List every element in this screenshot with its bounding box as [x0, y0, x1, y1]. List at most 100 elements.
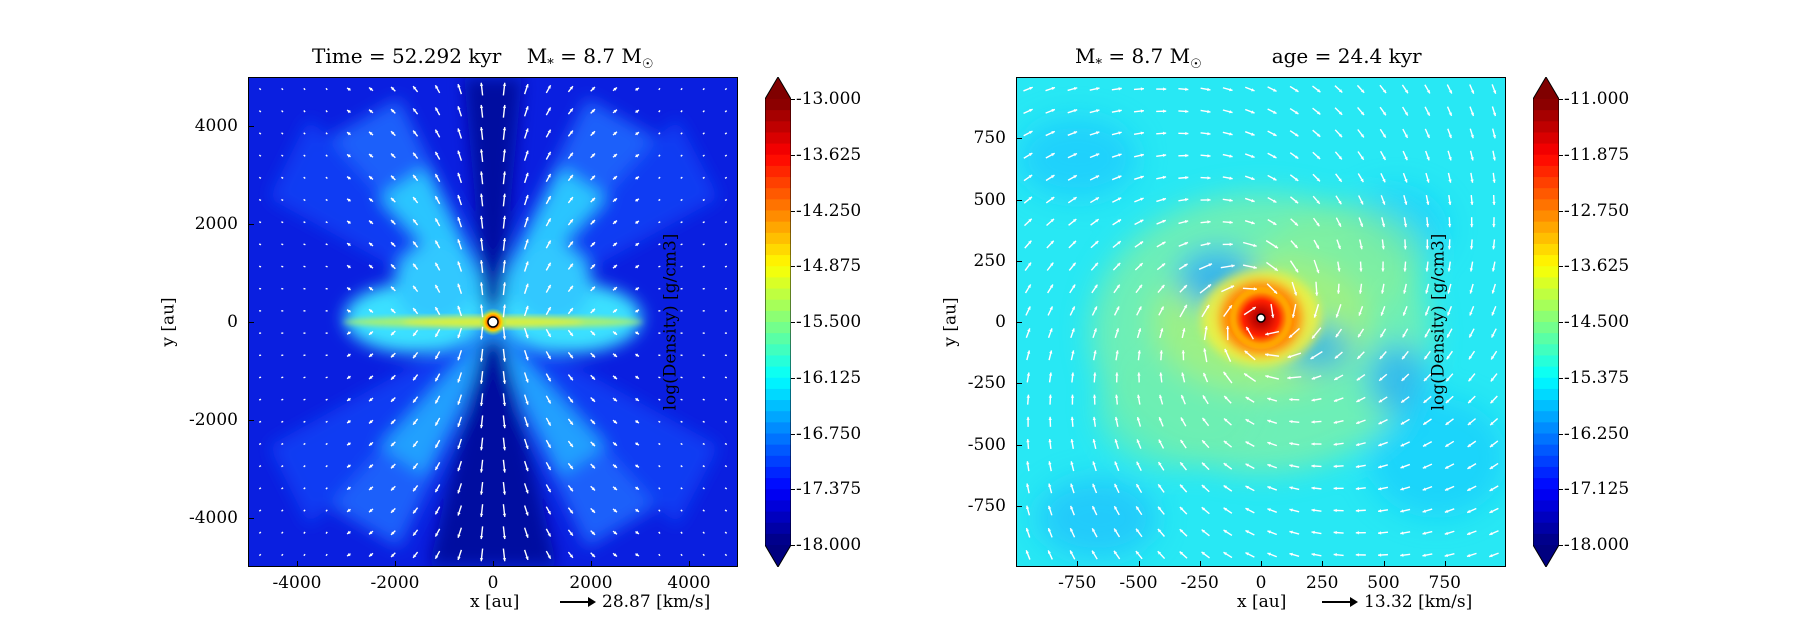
- velocity-vector-head: [1048, 372, 1053, 376]
- velocity-vector-head: [435, 355, 439, 360]
- velocity-vector: [702, 420, 705, 423]
- velocity-vector-head: [1114, 461, 1118, 466]
- right-xtick-mark: [1138, 561, 1140, 567]
- velocity-vector-head: [1117, 241, 1121, 245]
- velocity-vector-head: [1313, 314, 1317, 318]
- velocity-vector-head: [591, 464, 595, 469]
- velocity-vector-head: [1404, 89, 1408, 94]
- velocity-vector-head: [1273, 88, 1277, 92]
- velocity-vector-head: [547, 399, 551, 404]
- velocity-vector-head: [369, 287, 373, 291]
- velocity-vector-head: [1204, 326, 1208, 330]
- velocity-vector: [658, 243, 661, 246]
- right-colorbar-segment: [1533, 466, 1559, 479]
- velocity-vector: [702, 154, 705, 157]
- velocity-vector-head: [479, 304, 484, 308]
- velocity-vector-head: [613, 331, 617, 335]
- velocity-vector-head: [635, 154, 639, 158]
- velocity-vector-head: [569, 399, 573, 403]
- left-velocity-vectors: [258, 82, 728, 562]
- velocity-vector-head: [435, 173, 439, 178]
- right-colorbar-segment: [1533, 522, 1559, 535]
- velocity-vector-head: [613, 176, 617, 180]
- velocity-vector-head: [1245, 485, 1249, 489]
- right-key-label: 13.32 [km/s]: [1364, 592, 1473, 612]
- velocity-vector-head: [1311, 398, 1315, 402]
- velocity-vector-head: [1467, 421, 1472, 426]
- velocity-vector-head: [1070, 528, 1074, 532]
- velocity-vector-head: [1294, 244, 1298, 249]
- velocity-vector-head: [1073, 197, 1077, 201]
- velocity-vector-head: [435, 284, 439, 289]
- velocity-vector-head: [1359, 223, 1364, 227]
- left-xtick-label: 2000: [569, 573, 613, 593]
- velocity-vector-head: [1289, 508, 1293, 512]
- velocity-vector-head: [1289, 419, 1293, 424]
- velocity-vector-head: [435, 377, 439, 382]
- velocity-vector-head: [1489, 554, 1493, 558]
- velocity-vector: [303, 87, 306, 91]
- velocity-vector-head: [1229, 87, 1233, 92]
- velocity-vector-head: [1265, 353, 1269, 357]
- left-colorbar-segment: [765, 444, 791, 457]
- left-colorbar-segment: [765, 411, 791, 423]
- velocity-vector-head: [413, 152, 417, 157]
- velocity-vector-head: [1182, 328, 1186, 332]
- velocity-vector-head: [1294, 199, 1299, 204]
- velocity-vector-head: [1228, 305, 1232, 309]
- right-ytick-mark: [1016, 260, 1022, 262]
- velocity-vector-head: [1244, 350, 1249, 354]
- velocity-vector-head: [1378, 487, 1382, 491]
- left-colorbar-tick-label: -18.000: [796, 535, 862, 555]
- velocity-vector-head: [1360, 201, 1364, 205]
- left-colorbar-segment: [765, 177, 791, 189]
- velocity-vector-head: [569, 354, 573, 359]
- velocity-vector-head: [591, 220, 595, 224]
- velocity-vector: [281, 87, 284, 91]
- left-ytick-mark: [248, 224, 254, 225]
- velocity-vector: [658, 420, 661, 423]
- velocity-vector-head: [1291, 314, 1296, 318]
- velocity-vector: [680, 553, 683, 557]
- velocity-vector-head: [1207, 132, 1211, 136]
- velocity-vector: [325, 464, 328, 468]
- velocity-vector-head: [413, 108, 417, 112]
- velocity-vector-head: [502, 238, 507, 242]
- velocity-vector-head: [1051, 153, 1055, 157]
- velocity-vector-head: [525, 150, 529, 155]
- velocity-vector-head: [391, 464, 395, 469]
- velocity-vector: [702, 465, 705, 468]
- velocity-vector-head: [1447, 268, 1451, 272]
- velocity-vector-head: [569, 285, 573, 290]
- velocity-vector-head: [569, 376, 573, 381]
- velocity-vector-head: [1267, 508, 1271, 512]
- velocity-vector-head: [1048, 439, 1052, 443]
- velocity-vector-head: [1444, 509, 1449, 513]
- velocity-vector-head: [1229, 198, 1233, 202]
- velocity-vector-head: [547, 422, 551, 426]
- left-colorbar-segment: [765, 322, 791, 334]
- velocity-vector-head: [1135, 551, 1140, 555]
- velocity-vector-head: [1136, 484, 1140, 488]
- left-colorbar-segment: [765, 422, 791, 435]
- left-colorbar-tick-mark: [791, 377, 795, 379]
- left-colorbar-segment: [765, 455, 791, 468]
- left-colorbar-max-extend: [765, 77, 791, 99]
- left-colorbar-tick-mark: [791, 99, 795, 100]
- velocity-vector: [680, 265, 683, 268]
- velocity-vector: [658, 87, 661, 91]
- velocity-vector-head: [1492, 224, 1496, 228]
- velocity-vector-head: [1162, 175, 1167, 180]
- velocity-vector-head: [1289, 334, 1293, 338]
- right-colorbar-segment: [1533, 366, 1559, 379]
- left-ytick-label: -4000: [188, 508, 238, 528]
- velocity-vector-head: [479, 238, 484, 242]
- velocity-vector: [303, 531, 306, 534]
- velocity-vector-head: [591, 531, 595, 535]
- velocity-vector-head: [547, 129, 551, 134]
- right-density-svg: [1017, 78, 1505, 566]
- right-colorbar-segment: [1533, 444, 1559, 457]
- left-colorbar-tick-label: -16.125: [796, 367, 862, 388]
- velocity-vector-head: [369, 264, 373, 269]
- velocity-vector-head: [1115, 372, 1119, 376]
